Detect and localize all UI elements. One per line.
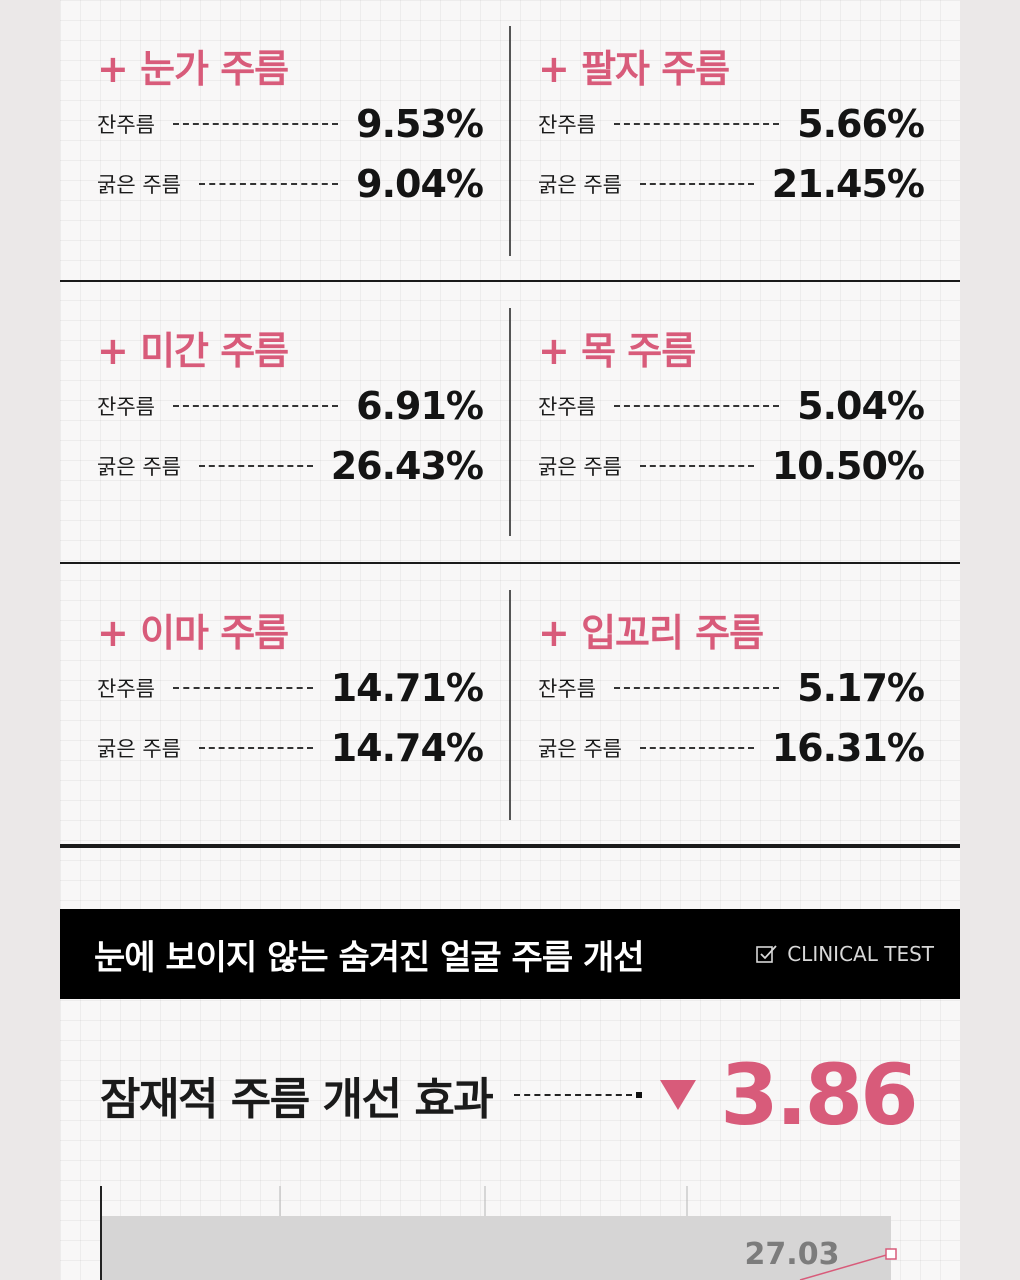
leader-dots xyxy=(613,687,780,689)
divider-vertical xyxy=(509,26,511,256)
metric-label: 굵은 주름 xyxy=(97,737,181,761)
checkbox-icon xyxy=(756,945,777,963)
effect-summary: 잠재적 주름 개선 효과 3.86 xyxy=(100,1050,930,1140)
down-arrow-icon xyxy=(660,1080,697,1110)
metric-value: 6.91% xyxy=(356,384,484,428)
card-title: + 입꼬리 주름 xyxy=(538,611,764,655)
metric-value: 9.04% xyxy=(356,162,484,206)
wrinkle-card-nasolabial: + 팔자 주름 잔주름 5.66% 굵은 주름 21.45% xyxy=(538,44,925,214)
metric-value: 26.43% xyxy=(330,444,484,488)
metric-deep: 굵은 주름 26.43% xyxy=(97,436,484,496)
leader-dots xyxy=(172,123,339,125)
row-divider xyxy=(60,562,960,564)
metric-label: 잔주름 xyxy=(97,395,155,419)
leader-dots xyxy=(639,183,754,185)
effect-label: 잠재적 주름 개선 효과 xyxy=(100,1074,494,1125)
leader-dots xyxy=(613,123,780,125)
row-3: + 이마 주름 잔주름 14.71% 굵은 주름 14.74% + 입꼬리 주름… xyxy=(60,564,960,846)
metric-label: 굵은 주름 xyxy=(97,173,181,197)
metric-value: 10.50% xyxy=(771,444,925,488)
metric-value: 9.53% xyxy=(356,102,484,146)
leader-dots xyxy=(198,465,313,467)
metric-value: 5.04% xyxy=(797,384,925,428)
metric-fine: 잔주름 14.71% xyxy=(97,658,484,718)
metric-label: 잔주름 xyxy=(97,677,155,701)
card-title: + 미간 주름 xyxy=(97,329,289,373)
metric-label: 굵은 주름 xyxy=(538,173,622,197)
divider-vertical xyxy=(509,590,511,820)
metric-fine: 잔주름 5.04% xyxy=(538,376,925,436)
leader-dots xyxy=(639,747,754,749)
metric-value: 16.31% xyxy=(771,726,925,770)
card-title: + 목 주름 xyxy=(538,329,696,373)
clinical-test-label: CLINICAL TEST xyxy=(787,942,934,966)
clinical-test-tag: CLINICAL TEST xyxy=(755,942,934,966)
wrinkle-card-mouth-corner: + 입꼬리 주름 잔주름 5.17% 굵은 주름 16.31% xyxy=(538,608,925,778)
row-divider xyxy=(60,280,960,282)
section-banner: 눈에 보이지 않는 숨겨진 얼굴 주름 개선 CLINICAL TEST xyxy=(60,909,960,999)
metric-label: 잔주름 xyxy=(538,113,596,137)
leader-dots xyxy=(198,183,339,185)
chart-data-point xyxy=(885,1248,897,1260)
leader-dots xyxy=(514,1094,633,1096)
leader-dots xyxy=(172,405,339,407)
wrinkle-card-forehead: + 이마 주름 잔주름 14.71% 굵은 주름 14.74% xyxy=(97,608,484,778)
leader-dots xyxy=(639,465,754,467)
metric-deep: 굵은 주름 21.45% xyxy=(538,154,925,214)
leader-end-dot xyxy=(636,1092,643,1098)
wrinkle-card-glabella: + 미간 주름 잔주름 6.91% 굵은 주름 26.43% xyxy=(97,326,484,496)
metric-deep: 굵은 주름 9.04% xyxy=(97,154,484,214)
content-panel: + 눈가 주름 잔주름 9.53% 굵은 주름 9.04% + 팔자 주름 잔주… xyxy=(60,0,960,1280)
metric-value: 21.45% xyxy=(771,162,925,206)
metric-fine: 잔주름 9.53% xyxy=(97,94,484,154)
metric-deep: 굵은 주름 16.31% xyxy=(538,718,925,778)
metric-label: 잔주름 xyxy=(538,677,596,701)
metric-value: 14.74% xyxy=(330,726,484,770)
metric-label: 굵은 주름 xyxy=(538,455,622,479)
metric-deep: 굵은 주름 10.50% xyxy=(538,436,925,496)
metric-label: 굵은 주름 xyxy=(538,737,622,761)
chart-series-line xyxy=(799,1253,891,1280)
metric-label: 굵은 주름 xyxy=(97,455,181,479)
wrinkle-card-eye: + 눈가 주름 잔주름 9.53% 굵은 주름 9.04% xyxy=(97,44,484,214)
wrinkle-card-neck: + 목 주름 잔주름 5.04% 굵은 주름 10.50% xyxy=(538,326,925,496)
metric-value: 14.71% xyxy=(330,666,484,710)
metric-value: 5.66% xyxy=(797,102,925,146)
metric-fine: 잔주름 6.91% xyxy=(97,376,484,436)
banner-title: 눈에 보이지 않는 숨겨진 얼굴 주름 개선 xyxy=(94,937,645,978)
chart-area-fill xyxy=(102,1216,891,1280)
row-1: + 눈가 주름 잔주름 9.53% 굵은 주름 9.04% + 팔자 주름 잔주… xyxy=(60,0,960,282)
card-title: + 눈가 주름 xyxy=(97,47,289,91)
improvement-chart: 27.03 xyxy=(100,1186,897,1280)
leader-dots xyxy=(172,687,313,689)
metric-label: 잔주름 xyxy=(538,395,596,419)
metric-deep: 굵은 주름 14.74% xyxy=(97,718,484,778)
chart-data-label: 27.03 xyxy=(745,1237,840,1272)
card-title: + 팔자 주름 xyxy=(538,47,730,91)
metric-fine: 잔주름 5.17% xyxy=(538,658,925,718)
divider-vertical xyxy=(509,308,511,536)
effect-value: 3.86 xyxy=(720,1046,918,1144)
leader-dots xyxy=(613,405,780,407)
leader-dots xyxy=(198,747,313,749)
metric-fine: 잔주름 5.66% xyxy=(538,94,925,154)
row-2: + 미간 주름 잔주름 6.91% 굵은 주름 26.43% + 목 주름 잔주… xyxy=(60,282,960,564)
metric-value: 5.17% xyxy=(797,666,925,710)
card-title: + 이마 주름 xyxy=(97,611,289,655)
section-divider xyxy=(60,844,960,848)
metric-label: 잔주름 xyxy=(97,113,155,137)
